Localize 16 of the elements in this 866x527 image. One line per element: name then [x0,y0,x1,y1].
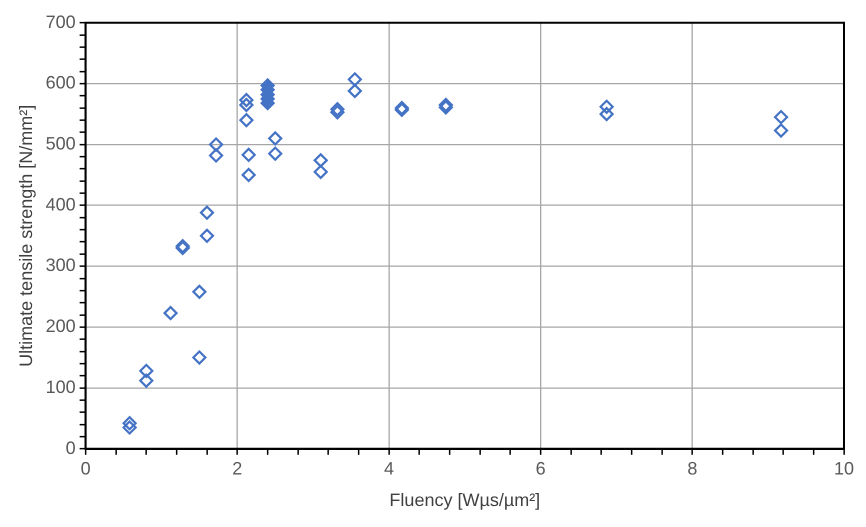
y-tick-label: 700 [46,12,76,32]
y-tick-label: 0 [66,438,76,458]
x-tick-label: 8 [687,458,698,479]
y-tick-label: 200 [46,316,76,336]
x-tick-label: 4 [384,458,394,479]
y-tick-label: 300 [46,255,76,276]
y-tick-label: 600 [46,72,76,93]
x-tick-label: 6 [536,458,546,479]
y-axis-title: Ultimate tensile strength [N/mm²] [16,104,36,367]
x-tick-label: 2 [232,458,242,479]
x-tick-label: 10 [834,458,854,479]
x-tick-label: 0 [80,458,91,479]
y-tick-label: 400 [46,194,76,214]
x-axis-title: Fluency [Wµs/µm²] [389,490,540,510]
y-tick-label: 500 [46,133,76,154]
y-tick-label: 100 [46,376,76,397]
